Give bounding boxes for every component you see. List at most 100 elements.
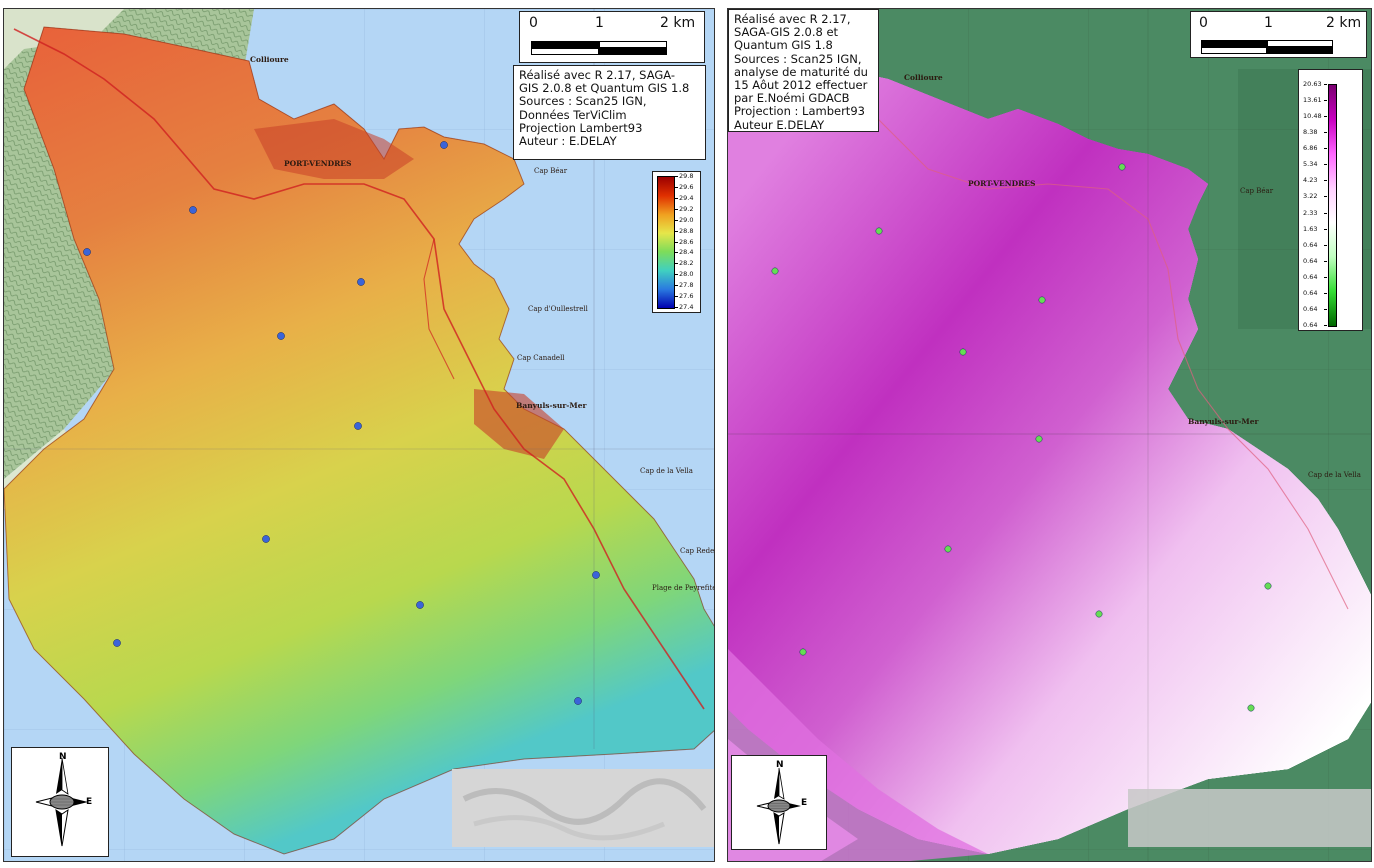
scale-label-2km: 2 km (660, 15, 696, 31)
label-collioure: Collioure (250, 55, 289, 64)
sample-points (771, 163, 1272, 712)
station-point (799, 648, 807, 656)
station-point (574, 697, 582, 705)
scale-label-0: 0 (529, 15, 538, 31)
compass-east-label: E (86, 797, 93, 807)
legend-tick-label: 29.6 (679, 182, 694, 191)
legend-tick-mark (1324, 325, 1327, 326)
legend-tick-mark (1324, 84, 1327, 85)
scale-segment-2 (599, 41, 667, 48)
legend-tick-label: 1.63 (1303, 224, 1318, 233)
credit-line: SAGA-GIS 2.0.8 et (734, 25, 839, 40)
scale-segment-1 (531, 41, 599, 48)
maturity-map-canvas (728, 9, 1371, 861)
urban-banyuls (474, 389, 564, 459)
scale-bar: 0 1 2 km (519, 11, 705, 63)
legend-tick-mark (1324, 228, 1327, 230)
legend-tick-label: 27.8 (679, 281, 694, 290)
temperature-map-panel: Collioure PORT-VENDRES Banyuls-sur-Mer C… (3, 8, 715, 862)
station-point (1038, 296, 1046, 304)
label-cap-oullestrell: Cap d'Oullestrell (528, 305, 588, 313)
station-point (875, 227, 883, 235)
maturity-legend: 20.63 13.61 10.48 8.38 6.86 5.34 4.23 3.22 2.33 1… (1298, 69, 1363, 331)
legend-tick-label: 0.64 (1303, 321, 1318, 329)
legend-tick-label: 4.23 (1303, 176, 1318, 185)
legend-tick-mark (1324, 180, 1327, 182)
station-point (357, 278, 365, 286)
legend-tick-label: 29.4 (679, 193, 694, 202)
legend-tick-label: 28.6 (679, 237, 694, 246)
compass-rose-icon (756, 767, 801, 845)
label-plage-peyrefite: Plage de Peyrefite (652, 584, 715, 592)
scale-segment-4 (1267, 47, 1333, 54)
compass-east-label: E (801, 798, 808, 808)
legend-tick-label: 6.86 (1303, 144, 1318, 153)
maturity-map-panel: Collioure PORT-VENDRES Banyuls-sur-Mer C… (727, 8, 1372, 862)
credit-line: analyse de maturité du (734, 64, 868, 79)
legend-tick-mark (1324, 212, 1327, 214)
station-point (1118, 163, 1126, 171)
legend-tick-label: 28.0 (679, 270, 694, 279)
legend-tick-mark (1324, 308, 1327, 310)
legend-tick-mark (675, 219, 678, 221)
label-banyuls: Banyuls-sur-Mer (516, 401, 587, 410)
legend-tick-mark (675, 176, 678, 177)
scale-label-1: 1 (1264, 15, 1273, 31)
credit-line: Sources : Scan25 IGN, (734, 51, 862, 66)
legend-tick-mark (675, 263, 678, 265)
legend-tick-label: 0.64 (1303, 240, 1318, 249)
credit-line: Quantum GIS 1.8 (734, 38, 833, 53)
label-cap-bear: Cap Béar (1240, 187, 1274, 195)
credit-line: Réalisé avec R 2.17, (734, 12, 851, 26)
scale-bar: 0 1 2 km (1190, 11, 1367, 58)
legend-tick-label: 27.6 (679, 292, 694, 301)
map-credits-box: Réalisé avec R 2.17, SAGA-GIS 2.0.8 et Q… (728, 9, 879, 132)
legend-tick-mark (675, 197, 678, 199)
label-cap-canadell: Cap Canadell (517, 354, 565, 362)
credit-line: 15 Aôut 2012 effectuer (734, 78, 868, 93)
legend-tick-mark (675, 208, 678, 210)
label-cap-vella: Cap de la Vella (640, 467, 693, 475)
scale-label-1: 1 (595, 15, 604, 31)
scale-segment-4 (599, 48, 667, 55)
station-point (1264, 582, 1272, 590)
legend-tick-mark (1324, 196, 1327, 198)
legend-tick-label: 5.34 (1303, 160, 1318, 169)
station-point (592, 571, 600, 579)
legend-tick-label: 2.33 (1303, 208, 1318, 217)
legend-color-ramp (657, 176, 675, 309)
scale-label-0: 0 (1199, 15, 1208, 31)
legend-tick-mark (1324, 132, 1327, 134)
legend-tick-mark (675, 241, 678, 243)
legend-tick-label: 10.48 (1303, 112, 1322, 121)
station-points (83, 141, 600, 705)
credit-line: Données TerViClim (519, 107, 627, 122)
temperature-legend: 29.8 29.6 29.4 29.2 29.0 28.8 28.6 28.4 28.2 28.0… (652, 171, 701, 313)
scale-segment-3 (1201, 47, 1267, 54)
label-port-vendres: PORT-VENDRES (284, 159, 352, 168)
legend-tick-label: 0.64 (1303, 304, 1318, 313)
legend-tick-mark (675, 186, 678, 188)
legend-tick-label: 0.64 (1303, 256, 1318, 265)
label-port-vendres: PORT-VENDRES (968, 179, 1036, 188)
label-collioure: Collioure (904, 73, 943, 82)
scale-label-2km: 2 km (1326, 15, 1362, 31)
legend-tick-mark (675, 307, 678, 308)
station-point (771, 267, 779, 275)
station-point (189, 206, 197, 214)
legend-tick-label: 28.2 (679, 259, 694, 268)
map-credits-box: Réalisé avec R 2.17, SAGA- GIS 2.0.8 et … (513, 65, 706, 160)
legend-tick-label: 3.22 (1303, 192, 1318, 201)
station-point (83, 248, 91, 256)
label-cap-bear: Cap Béar (534, 167, 568, 175)
label-cap-rederis: Cap Rederis (680, 547, 715, 555)
scale-segment-3 (531, 48, 599, 55)
station-point (416, 601, 424, 609)
credit-line: Auteur : E.DELAY (519, 134, 617, 149)
legend-tick-mark (675, 230, 678, 232)
legend-tick-label: 29.2 (679, 204, 694, 213)
compass-rose-icon (35, 757, 88, 847)
station-point (113, 639, 121, 647)
station-point (262, 535, 270, 543)
legend-color-ramp (1328, 84, 1337, 327)
